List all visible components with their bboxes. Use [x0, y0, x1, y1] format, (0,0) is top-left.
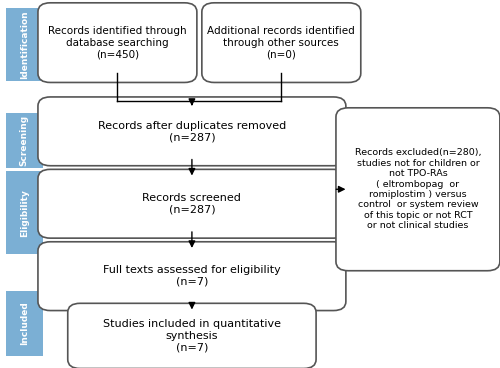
Text: Records identified through
database searching
(n=450): Records identified through database sear… — [48, 26, 186, 59]
FancyBboxPatch shape — [6, 8, 43, 81]
Text: Records screened
(n=287): Records screened (n=287) — [142, 193, 242, 215]
FancyBboxPatch shape — [202, 3, 361, 82]
FancyBboxPatch shape — [68, 303, 316, 368]
Text: Identification: Identification — [20, 10, 29, 79]
Text: Additional records identified
through other sources
(n=0): Additional records identified through ot… — [208, 26, 355, 59]
Text: Screening: Screening — [20, 115, 29, 166]
FancyBboxPatch shape — [6, 291, 43, 356]
Text: Studies included in quantitative
synthesis
(n=7): Studies included in quantitative synthes… — [103, 319, 281, 353]
Text: Full texts assessed for eligibility
(n=7): Full texts assessed for eligibility (n=7… — [103, 265, 281, 287]
Text: Included: Included — [20, 301, 29, 345]
FancyBboxPatch shape — [336, 108, 500, 271]
FancyBboxPatch shape — [6, 113, 43, 167]
FancyBboxPatch shape — [38, 242, 346, 311]
Text: Eligibility: Eligibility — [20, 189, 29, 237]
FancyBboxPatch shape — [6, 171, 43, 254]
Text: Records excluded(n=280),
studies not for children or
not TPO-RAs
( eltrombopag  : Records excluded(n=280), studies not for… — [354, 148, 481, 230]
Text: Records after duplicates removed
(n=287): Records after duplicates removed (n=287) — [98, 121, 286, 142]
FancyBboxPatch shape — [38, 97, 346, 166]
FancyBboxPatch shape — [38, 169, 346, 238]
FancyBboxPatch shape — [38, 3, 197, 82]
